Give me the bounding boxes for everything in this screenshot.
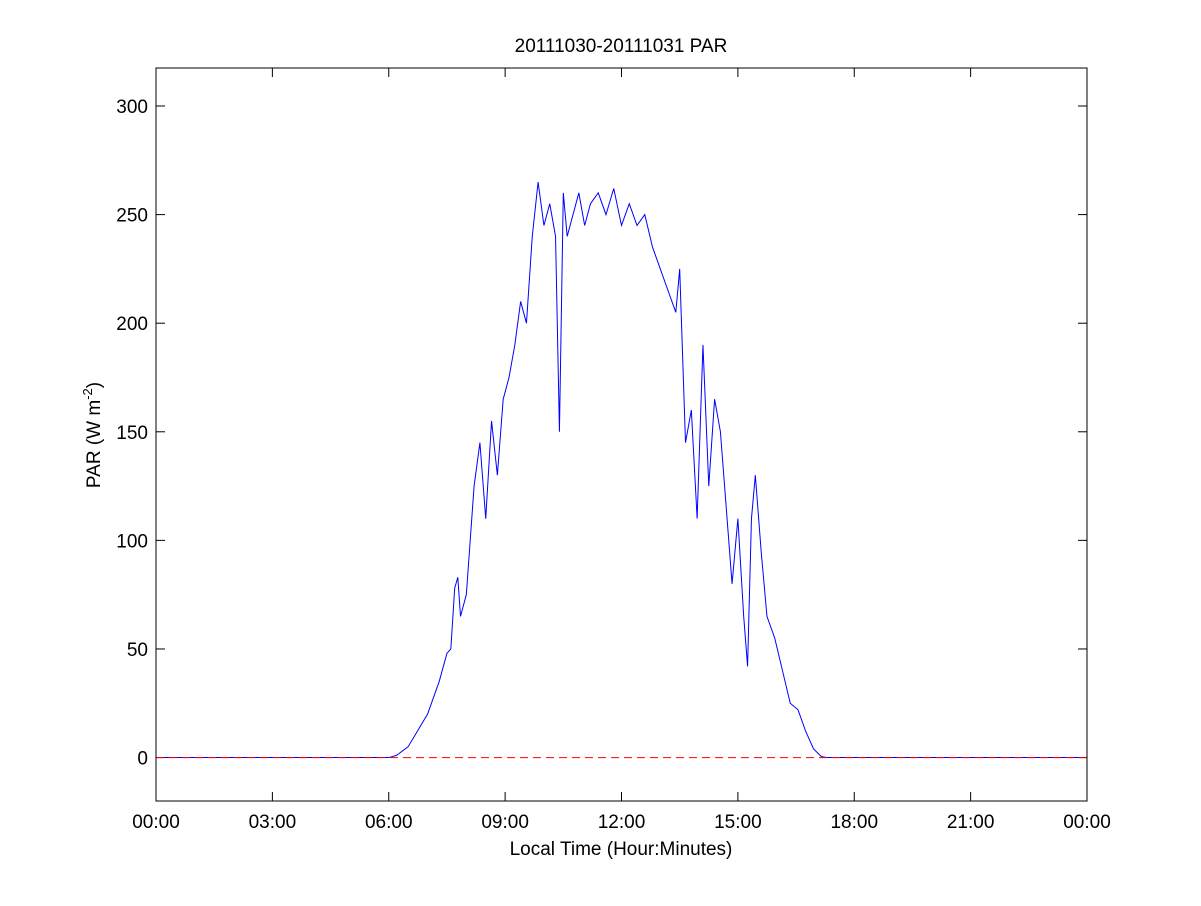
- y-tick-label: 0: [137, 749, 148, 770]
- y-axis-label-text: PAR (W m: [84, 400, 105, 488]
- x-tick-label: 00:00: [1063, 812, 1111, 833]
- plot-area: [156, 68, 1087, 801]
- y-axis-label: PAR (W m-2): [80, 382, 105, 488]
- y-axis-label-superscript: -2: [80, 388, 95, 400]
- y-tick-label: 300: [116, 97, 148, 118]
- x-tick-label: 03:00: [249, 812, 297, 833]
- y-axis-label-suffix: ): [84, 382, 105, 388]
- chart-title: 20111030-20111031 PAR: [515, 36, 728, 57]
- data-line: [156, 181, 1087, 759]
- x-tick-label: 21:00: [947, 812, 995, 833]
- plot-frame: [155, 67, 1088, 802]
- y-tick-label: 150: [116, 423, 148, 444]
- x-tick-label: 00:00: [132, 812, 180, 833]
- y-tick-label: 200: [116, 314, 148, 335]
- x-tick-label: 18:00: [830, 812, 878, 833]
- x-tick-label: 06:00: [365, 812, 413, 833]
- x-tick-label: 09:00: [481, 812, 529, 833]
- x-axis-label: Local Time (Hour:Minutes): [510, 839, 733, 860]
- x-tick-label: 15:00: [714, 812, 762, 833]
- y-tick-label: 50: [127, 640, 148, 661]
- y-tick-label: 250: [116, 206, 148, 227]
- x-tick-label: 12:00: [598, 812, 646, 833]
- y-tick-label: 100: [116, 531, 148, 552]
